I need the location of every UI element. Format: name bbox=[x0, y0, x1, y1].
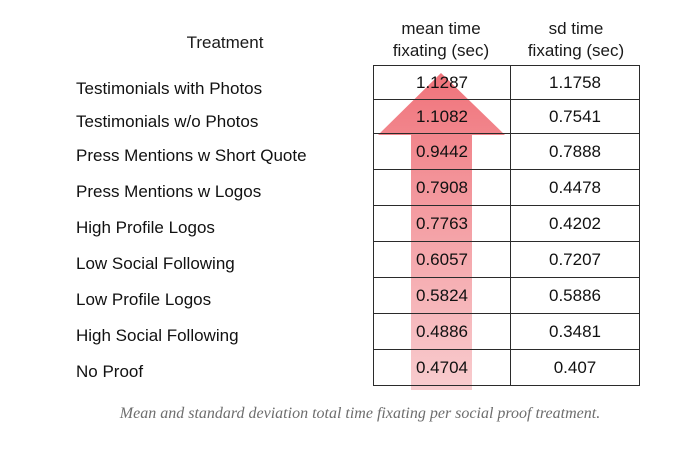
row-label: Press Mentions w Logos bbox=[76, 182, 262, 201]
mean-cell: 0.6057 bbox=[373, 241, 511, 278]
sd-cell: 0.7888 bbox=[510, 133, 640, 170]
mean-cell: 1.1082 bbox=[373, 99, 511, 134]
mean-cell: 0.4704 bbox=[373, 349, 511, 386]
sd-header-line1: sd time bbox=[548, 19, 604, 38]
sd-header-line2: fixating (sec) bbox=[527, 41, 625, 60]
sd-cell: 0.7541 bbox=[510, 99, 640, 134]
table-row: 0.7763 0.4202 bbox=[373, 205, 640, 242]
data-table: 1.1287 1.1758 1.1082 0.7541 0.9442 0.788… bbox=[373, 65, 640, 386]
row-label: Low Social Following bbox=[76, 254, 235, 273]
sd-cell: 0.5886 bbox=[510, 277, 640, 314]
mean-time-column-header: mean time fixating (sec) bbox=[372, 18, 510, 62]
row-label: High Profile Logos bbox=[76, 218, 215, 237]
mean-cell: 0.4886 bbox=[373, 313, 511, 350]
row-label: Testimonials with Photos bbox=[76, 79, 263, 98]
row-label: No Proof bbox=[76, 362, 144, 381]
row-label: High Social Following bbox=[76, 326, 239, 345]
table-row: 0.4704 0.407 bbox=[373, 349, 640, 386]
row-label: Testimonials w/o Photos bbox=[76, 112, 259, 131]
table-row: 0.6057 0.7207 bbox=[373, 241, 640, 278]
table-row: 0.5824 0.5886 bbox=[373, 277, 640, 314]
mean-header-line2: fixating (sec) bbox=[392, 41, 490, 60]
sd-cell: 0.4202 bbox=[510, 205, 640, 242]
mean-cell: 1.1287 bbox=[373, 65, 511, 100]
mean-cell: 0.7763 bbox=[373, 205, 511, 242]
row-label: Low Profile Logos bbox=[76, 290, 212, 309]
table-caption: Mean and standard deviation total time f… bbox=[119, 405, 601, 422]
treatment-column-header: Treatment bbox=[186, 33, 264, 52]
sd-cell: 0.4478 bbox=[510, 169, 640, 206]
mean-cell: 0.7908 bbox=[373, 169, 511, 206]
sd-cell: 0.7207 bbox=[510, 241, 640, 278]
table-row: 0.4886 0.3481 bbox=[373, 313, 640, 350]
table-row: 0.7908 0.4478 bbox=[373, 169, 640, 206]
mean-header-line1: mean time bbox=[401, 19, 481, 38]
table-row: 1.1082 0.7541 bbox=[373, 99, 640, 134]
table-row: 1.1287 1.1758 bbox=[373, 65, 640, 100]
table-row: 0.9442 0.7888 bbox=[373, 133, 640, 170]
sd-cell: 0.3481 bbox=[510, 313, 640, 350]
sd-cell: 0.407 bbox=[510, 349, 640, 386]
sd-cell: 1.1758 bbox=[510, 65, 640, 100]
row-label: Press Mentions w Short Quote bbox=[76, 146, 307, 165]
mean-cell: 0.5824 bbox=[373, 277, 511, 314]
sd-time-column-header: sd time fixating (sec) bbox=[512, 18, 640, 62]
mean-cell: 0.9442 bbox=[373, 133, 511, 170]
